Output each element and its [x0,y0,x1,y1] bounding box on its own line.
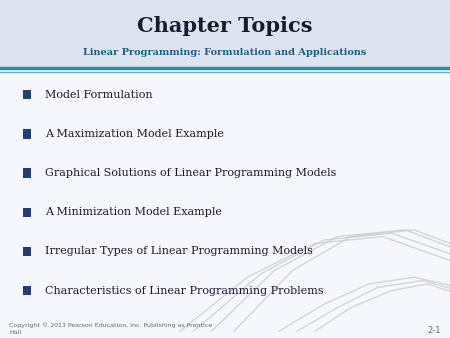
Text: Characteristics of Linear Programming Problems: Characteristics of Linear Programming Pr… [45,286,324,296]
Text: A Maximization Model Example: A Maximization Model Example [45,129,224,139]
FancyBboxPatch shape [22,286,31,295]
FancyBboxPatch shape [0,0,450,68]
FancyBboxPatch shape [22,129,31,139]
Text: Linear Programming: Formulation and Applications: Linear Programming: Formulation and Appl… [83,48,367,57]
Text: Graphical Solutions of Linear Programming Models: Graphical Solutions of Linear Programmin… [45,168,337,178]
FancyBboxPatch shape [22,90,31,99]
FancyBboxPatch shape [22,247,31,256]
FancyBboxPatch shape [22,208,31,217]
FancyBboxPatch shape [22,168,31,178]
Text: Model Formulation: Model Formulation [45,90,153,100]
Text: Irregular Types of Linear Programming Models: Irregular Types of Linear Programming Mo… [45,246,313,257]
Text: 2-1: 2-1 [428,326,441,335]
Text: Copyright © 2013 Pearson Education, Inc. Publishing as Prentice
Hall: Copyright © 2013 Pearson Education, Inc.… [9,322,212,335]
Text: Chapter Topics: Chapter Topics [137,16,313,36]
Text: A Minimization Model Example: A Minimization Model Example [45,207,222,217]
